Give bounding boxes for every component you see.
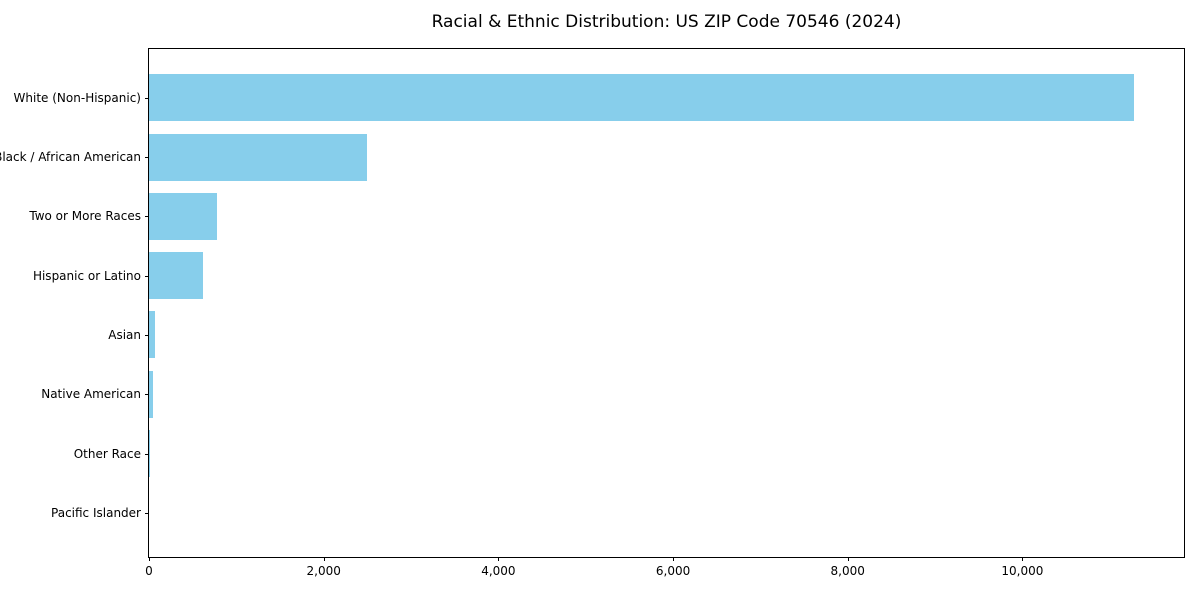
bar-black-african-american [149, 133, 367, 181]
y-tick-mark [145, 216, 149, 218]
x-tick-label: 10,000 [1001, 564, 1044, 578]
x-tick-mark [673, 557, 675, 561]
x-tick-label: 4,000 [481, 564, 516, 578]
y-tick-mark [145, 157, 149, 159]
y-tick-mark [145, 394, 149, 396]
y-tick-label-pacific-islander: Pacific Islander [51, 505, 141, 520]
y-tick-label-native-american: Native American [41, 387, 141, 402]
x-tick-mark [323, 557, 325, 561]
bar-white-non-hispanic [149, 74, 1135, 122]
y-tick-mark [145, 512, 149, 514]
x-tick-label: 0 [145, 564, 153, 578]
bar-other-race [149, 429, 150, 477]
y-tick-label-two-or-more-races: Two or More Races [29, 209, 141, 224]
plot-area: White (Non-Hispanic) Black / African Amer… [0, 48, 1185, 578]
y-tick-label-white-non-hispanic: White (Non-Hispanic) [13, 90, 141, 105]
y-tick-label-hispanic-or-latino: Hispanic or Latino [32, 268, 141, 283]
bar-two-or-more-races [149, 192, 218, 240]
x-tick-mark [149, 557, 150, 561]
x-tick-mark [1022, 557, 1024, 561]
bar-native-american [149, 370, 153, 418]
bar-asian [149, 311, 156, 359]
y-tick-mark [145, 97, 149, 99]
chart-title: Racial & Ethnic Distribution: US ZIP Cod… [431, 12, 902, 32]
x-tick-label: 6,000 [655, 564, 691, 578]
x-tick-mark [847, 557, 849, 561]
x-tick-label: 2,000 [306, 564, 341, 578]
y-tick-label-other-race: Other Race [73, 446, 141, 461]
y-tick-mark [145, 334, 149, 336]
bar-hispanic-or-latino [149, 252, 204, 300]
y-tick-label-black-african-american: Black / African American [0, 150, 141, 165]
x-tick-mark [498, 557, 500, 561]
y-tick-mark [145, 275, 149, 277]
y-tick-label-asian: Asian [108, 327, 141, 342]
x-tick-label: 8,000 [830, 564, 865, 578]
y-tick-mark [145, 453, 149, 455]
